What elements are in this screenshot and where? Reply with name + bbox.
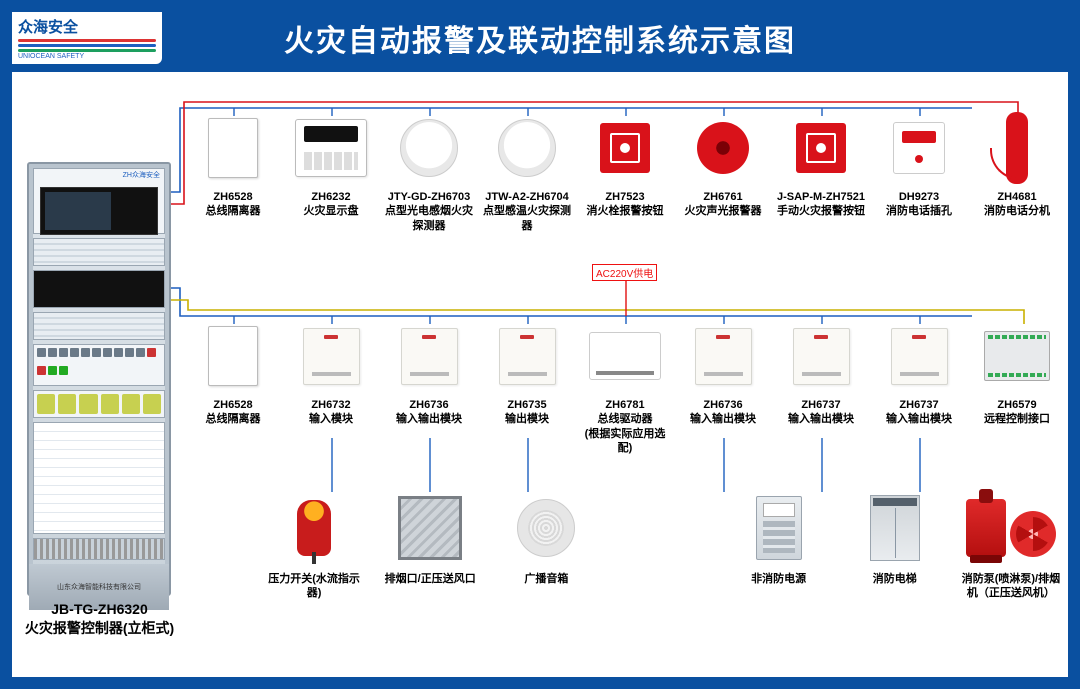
module-icon [785,320,857,392]
device-ZH4681: ZH4681 消防电话分机 [971,112,1063,233]
device-label: 非消防电源 [751,572,806,586]
device-pressure: 压力开关(水流指示器) [262,492,366,601]
device-DH9273: DH9273 消防电话插孔 [873,112,965,233]
device-label: 消防电梯 [873,572,917,586]
device-label: JTW-A2-ZH6704 点型感温火灾探测器 [481,190,573,233]
manual-icon [785,112,857,184]
device-pumpfan: 消防泵(喷淋泵)/排烟机（正压送风机） [959,492,1063,601]
device-speaker: 广播音箱 [494,492,598,601]
power-icon [743,492,815,564]
content-area: AC220V供电 ZH众海安全 山东众海智能科技有限公司 [12,72,1068,677]
device-J-SAP-M-ZH7521: J-SAP-M-ZH7521 手动火灾报警按钮 [775,112,867,233]
handset-icon [981,112,1053,184]
device-label: J-SAP-M-ZH7521 手动火灾报警按钮 [777,190,865,219]
cabinet-label: JB-TG-ZH6320 火灾报警控制器(立柜式) [17,600,182,638]
driver-icon [589,320,661,392]
elevator-icon [859,492,931,564]
pumpfan-icon [975,492,1047,564]
device-ZH6736: ZH6736 输入输出模块 [383,320,475,455]
device-label: 广播音箱 [524,572,568,586]
device-ZH6761: ZH6761 火灾声光报警器 [677,112,769,233]
device-label: ZH6737 输入输出模块 [886,398,952,427]
device-label: ZH6732 输入模块 [309,398,353,427]
device-label: ZH6579 远程控制接口 [984,398,1050,427]
device-elevator: 消防电梯 [843,492,947,601]
detection-bus-row: ZH6528 总线隔离器 ZH6232 火灾显示盘 JTY-GD-ZH6703 点型… [187,112,1063,233]
device-label: ZH6735 输出模块 [505,398,549,427]
device-label: ZH6736 输入输出模块 [396,398,462,427]
cabinet-name: 火灾报警控制器(立柜式) [17,619,182,638]
brand-logo: 众海安全 UNIOCEAN SAFETY [12,12,162,64]
device-ZH6732: ZH6732 输入模块 [285,320,377,455]
device-label: ZH6528 总线隔离器 [206,190,261,219]
display-icon [295,112,367,184]
module-icon [883,320,955,392]
smoke-icon [393,112,465,184]
device-label: 压力开关(水流指示器) [262,572,366,601]
device-label: ZH6761 火灾声光报警器 [685,190,762,219]
device-ZH6232: ZH6232 火灾显示盘 [285,112,377,233]
title-bar: 火灾自动报警及联动控制系统示意图 [12,12,1068,72]
brand-wave-icon [18,39,156,42]
diagram-frame: 火灾自动报警及联动控制系统示意图 众海安全 UNIOCEAN SAFETY [0,0,1080,689]
device-ZH6528: ZH6528 总线隔离器 [187,320,279,455]
device-label: ZH6781 总线驱动器 (根据实际应用选配) [579,398,671,455]
device-label: 排烟口/正压送风口 [385,572,476,586]
ac-power-label: AC220V供电 [592,264,657,281]
pressure-icon [278,492,350,564]
device-label: ZH4681 消防电话分机 [984,190,1050,219]
controlled-equipment-row: 压力开关(水流指示器) 排烟口/正压送风口 广播音箱 非消防电源 消防电梯 消防泵(喷淋泵… [262,492,1063,601]
sounder-icon [687,112,759,184]
device-label: ZH6737 输入输出模块 [788,398,854,427]
controller-cabinet: ZH众海安全 山东众海智能科技有限公司 [27,162,171,596]
device-power: 非消防电源 [727,492,831,601]
remote-icon [981,320,1053,392]
isolator-icon [197,112,269,184]
device-ZH6528: ZH6528 总线隔离器 [187,112,279,233]
title-text: 火灾自动报警及联动控制系统示意图 [284,25,796,58]
device-ZH6579: ZH6579 远程控制接口 [971,320,1063,455]
device-ZH6737: ZH6737 输入输出模块 [775,320,867,455]
brand-name: 众海安全 [18,16,156,37]
device-label: ZH6736 输入输出模块 [690,398,756,427]
module-icon [687,320,759,392]
module-icon [393,320,465,392]
device-label: 消防泵(喷淋泵)/排烟机（正压送风机） [959,572,1063,601]
speaker-icon [510,492,582,564]
linkage-bus-row: ZH6528 总线隔离器 ZH6732 输入模块 ZH6736 输入输出模块 ZH67… [187,320,1063,455]
device-vent: 排烟口/正压送风口 [378,492,482,601]
module-icon [295,320,367,392]
device-ZH6781: ZH6781 总线驱动器 (根据实际应用选配) [579,320,671,455]
device-ZH6736: ZH6736 输入输出模块 [677,320,769,455]
device-label: DH9273 消防电话插孔 [886,190,952,219]
cabinet-model: JB-TG-ZH6320 [17,600,182,619]
device-label: ZH6528 总线隔离器 [206,398,261,427]
module-icon [491,320,563,392]
brand-sub1: UNIOCEAN SAFETY [18,53,156,60]
heat-icon [491,112,563,184]
hydrant-icon [589,112,661,184]
device-ZH6735: ZH6735 输出模块 [481,320,573,455]
device-label: ZH7523 消火栓报警按钮 [587,190,664,219]
device-ZH7523: ZH7523 消火栓报警按钮 [579,112,671,233]
isolator-icon [197,320,269,392]
vent-icon [394,492,466,564]
device-JTY-GD-ZH6703: JTY-GD-ZH6703 点型光电感烟火灾探测器 [383,112,475,233]
device-label: JTY-GD-ZH6703 点型光电感烟火灾探测器 [383,190,475,233]
phonejack-icon [883,112,955,184]
device-JTW-A2-ZH6704: JTW-A2-ZH6704 点型感温火灾探测器 [481,112,573,233]
device-label: ZH6232 火灾显示盘 [304,190,359,219]
device-ZH6737: ZH6737 输入输出模块 [873,320,965,455]
